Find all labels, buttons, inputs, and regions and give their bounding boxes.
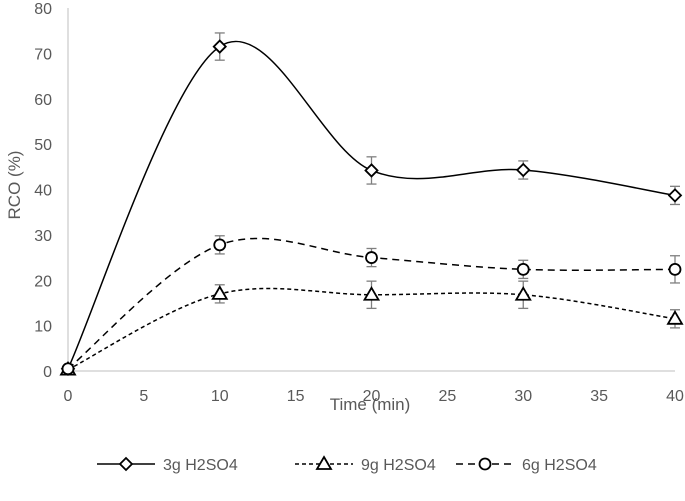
- x-tick-label: 20: [363, 388, 381, 405]
- legend-item: 9g H2SO4: [295, 455, 436, 474]
- y-tick-label: 20: [34, 273, 52, 290]
- axes: [67, 8, 675, 372]
- y-tick-label: 10: [34, 319, 52, 336]
- data-point: [516, 262, 530, 276]
- x-tick-label: 0: [64, 388, 73, 405]
- y-tick-label: 70: [34, 46, 52, 63]
- data-point: [213, 238, 227, 252]
- data-point: [364, 163, 379, 178]
- series-line: [67, 40, 676, 370]
- data-point: [667, 188, 683, 203]
- data-point: [211, 285, 229, 300]
- legend-label: 9g H2SO4: [361, 457, 436, 474]
- legend-item: 3g H2SO4: [97, 456, 238, 474]
- y-tick-label: 60: [34, 92, 52, 109]
- data-point: [514, 285, 532, 301]
- y-tick-label: 80: [34, 1, 52, 18]
- y-tick-label: 0: [43, 364, 52, 381]
- x-axis-title: Time (min): [330, 395, 411, 414]
- legend-item: 6g H2SO4: [456, 457, 597, 474]
- data-point: [212, 39, 228, 54]
- data-point: [666, 310, 684, 325]
- y-tick-label: 50: [34, 137, 52, 154]
- y-axis-title: RCO (%): [5, 151, 24, 220]
- series-diamond: [60, 32, 683, 377]
- x-tick-label: 5: [139, 388, 148, 405]
- legend-marker: [315, 455, 333, 470]
- x-tick-label: 10: [211, 388, 229, 405]
- series-circle: [61, 235, 682, 376]
- series-layer: [59, 32, 684, 377]
- x-tick-label: 35: [590, 388, 608, 405]
- y-tick-label: 30: [34, 228, 52, 245]
- data-point: [362, 285, 381, 301]
- legend-label: 6g H2SO4: [522, 457, 597, 474]
- data-point: [61, 362, 75, 376]
- legend: 3g H2SO4 9g H2SO4 6g H2SO4: [97, 455, 597, 474]
- y-tick-labels: 0 10 20 30 40 50 60 70 80: [34, 1, 52, 381]
- data-point: [365, 251, 378, 264]
- series-triangle: [59, 280, 684, 376]
- legend-label: 3g H2SO4: [163, 457, 238, 474]
- x-tick-labels: 0 5 10 15 20 25 30 35 40: [64, 388, 684, 405]
- x-tick-label: 30: [514, 388, 532, 405]
- x-tick-label: 25: [438, 388, 456, 405]
- data-point: [515, 162, 531, 178]
- y-tick-label: 40: [34, 183, 52, 200]
- legend-marker: [118, 456, 134, 472]
- x-tick-label: 40: [666, 388, 684, 405]
- x-tick-label: 15: [287, 388, 305, 405]
- legend-marker: [478, 457, 492, 471]
- data-point: [668, 262, 682, 276]
